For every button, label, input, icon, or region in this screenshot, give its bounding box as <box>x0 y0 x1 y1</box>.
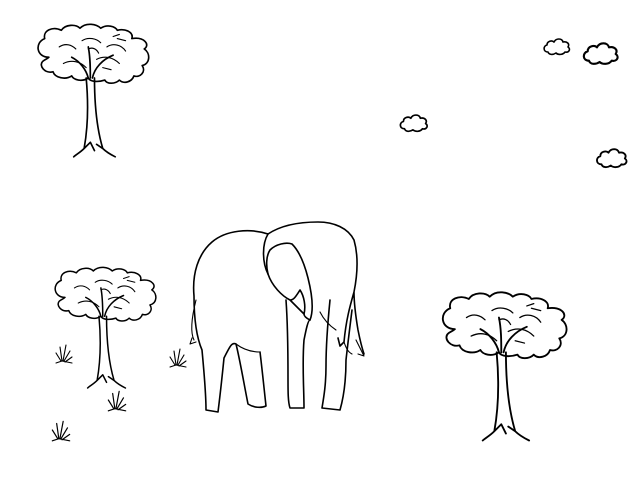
cloud-icon <box>582 42 619 65</box>
acacia-tree-icon <box>441 291 568 442</box>
acacia-tree-icon <box>37 23 150 158</box>
grass-tuft-icon <box>51 420 71 442</box>
grass-tuft-icon <box>107 390 127 412</box>
grass-tuft-icon <box>169 348 187 368</box>
cloud-icon <box>596 148 628 169</box>
grass-tuft-icon <box>55 344 73 364</box>
cloud-icon <box>399 114 428 133</box>
elephant-icon <box>189 221 365 413</box>
acacia-tree-icon <box>54 266 157 389</box>
cloud-icon <box>543 38 571 56</box>
